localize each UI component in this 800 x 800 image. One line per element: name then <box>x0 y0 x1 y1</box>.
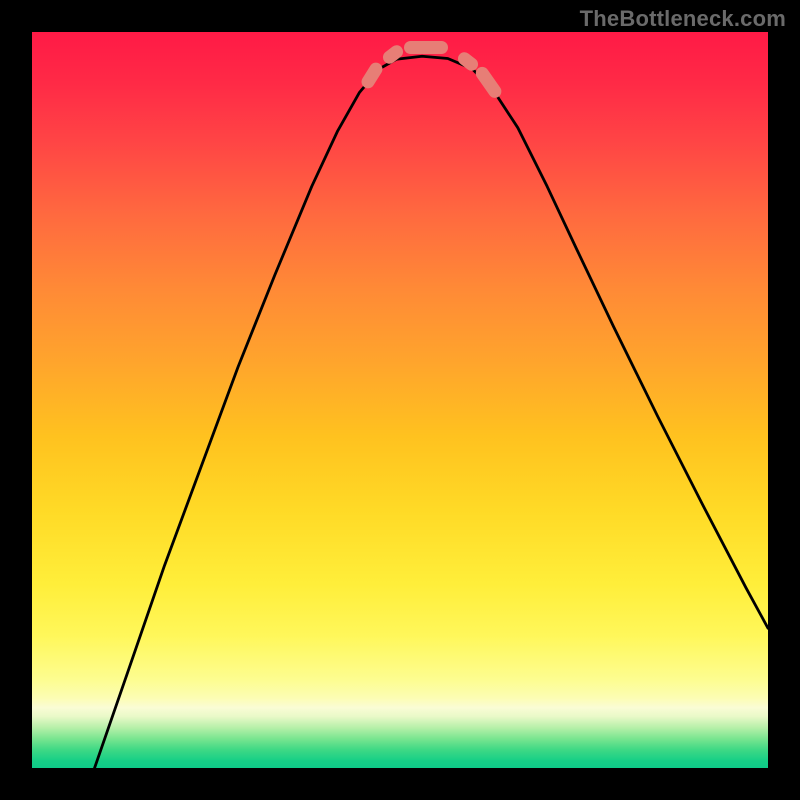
bottleneck-curve <box>32 32 768 768</box>
watermark-text: TheBottleneck.com <box>580 6 786 32</box>
curve-polyline <box>95 56 768 768</box>
plot-area <box>32 32 768 768</box>
trough-marker-2 <box>404 41 448 54</box>
